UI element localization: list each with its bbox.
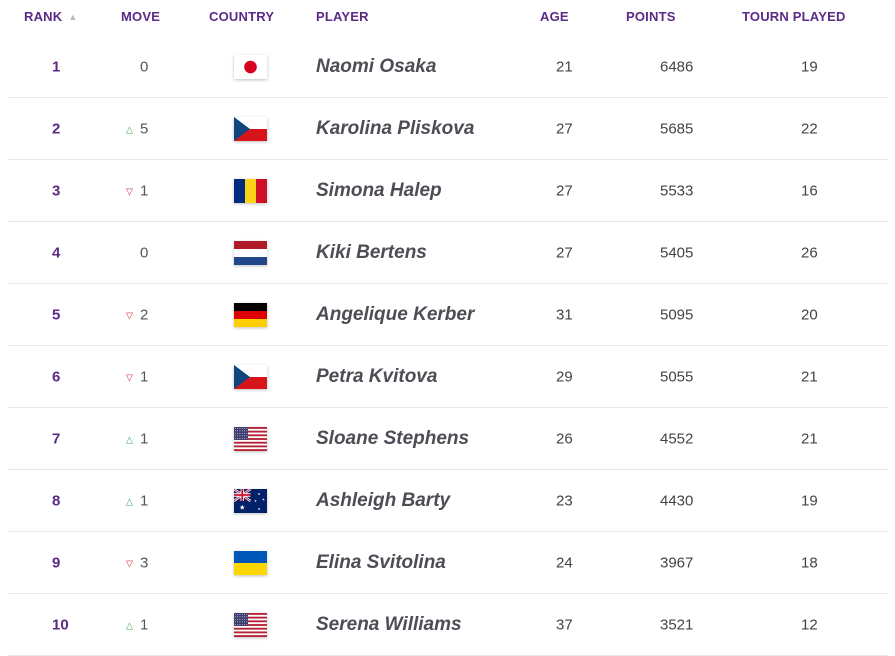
move-cell: ▽ 3 — [126, 554, 148, 571]
player-name[interactable]: Angelique Kerber — [316, 303, 475, 325]
germany-flag-icon — [234, 302, 267, 327]
player-name[interactable]: Naomi Osaka — [316, 55, 437, 77]
header-points[interactable]: POINTS — [626, 9, 676, 24]
table-row-7[interactable]: 7 △ 1 Sloane Stephens 26 4552 21 — [8, 408, 888, 470]
player-name[interactable]: Elina Svitolina — [316, 551, 446, 573]
move-value: 1 — [140, 616, 149, 633]
netherlands-flag-icon — [234, 240, 267, 265]
player-name[interactable]: Simona Halep — [316, 179, 442, 201]
czech-flag-icon — [234, 116, 267, 141]
move-down-icon: ▽ — [126, 558, 133, 568]
player-name[interactable]: Serena Williams — [316, 613, 462, 635]
move-cell: 0 — [126, 244, 148, 261]
move-value: 1 — [140, 368, 149, 385]
move-cell: △ 5 — [126, 120, 148, 137]
header-player[interactable]: PLAYER — [316, 9, 369, 24]
usa-flag-icon — [234, 426, 267, 451]
player-name[interactable]: Karolina Pliskova — [316, 117, 475, 139]
table-row-9[interactable]: 9 ▽ 3 Elina Svitolina 24 3967 18 — [8, 532, 888, 594]
move-value: 1 — [140, 492, 149, 509]
table-header: RANK ▲ MOVE COUNTRY PLAYER AGE POINTS TOU… — [8, 0, 888, 36]
header-country[interactable]: COUNTRY — [209, 9, 275, 24]
australia-flag-icon — [234, 488, 267, 513]
move-cell: ▽ 1 — [126, 182, 148, 199]
move-down-icon: ▽ — [126, 310, 133, 320]
player-name[interactable]: Petra Kvitova — [316, 365, 438, 387]
table-row-10[interactable]: 10 △ 1 Serena Williams 37 3521 12 — [8, 594, 888, 656]
player-name[interactable]: Kiki Bertens — [316, 241, 427, 263]
move-down-icon: ▽ — [126, 186, 133, 196]
sort-ascending-icon[interactable]: ▲ — [68, 12, 78, 22]
romania-flag-icon — [234, 178, 267, 203]
move-cell: ▽ 1 — [126, 368, 148, 385]
table-row-4[interactable]: 4 0 Kiki Bertens 27 5405 26 — [8, 222, 888, 284]
table-row-1[interactable]: 1 0 Naomi Osaka 21 6486 19 — [8, 36, 888, 98]
move-value: 3 — [140, 554, 149, 571]
table-row-5[interactable]: 5 ▽ 2 Angelique Kerber 31 5095 20 — [8, 284, 888, 346]
japan-flag-icon — [234, 54, 267, 79]
move-cell: △ 1 — [126, 430, 148, 447]
table-row-6[interactable]: 6 ▽ 1 Petra Kvitova 29 5055 21 — [8, 346, 888, 408]
move-value: 5 — [140, 120, 149, 137]
move-cell: ▽ 2 — [126, 306, 148, 323]
usa-flag-icon — [234, 612, 267, 637]
move-value: 1 — [140, 430, 149, 447]
ukraine-flag-icon — [234, 550, 267, 575]
move-value: 1 — [140, 182, 149, 199]
move-up-icon: △ — [126, 124, 133, 134]
table-row-3[interactable]: 3 ▽ 1 Simona Halep 27 5533 16 — [8, 160, 888, 222]
move-up-icon: △ — [126, 620, 133, 630]
move-up-icon: △ — [126, 434, 133, 444]
player-name[interactable]: Sloane Stephens — [316, 427, 470, 449]
table-row-8[interactable]: 8 △ 1 Ashleigh Barty 23 4430 19 — [8, 470, 888, 532]
move-cell: △ 1 — [126, 492, 148, 509]
move-value: 2 — [140, 306, 149, 323]
move-up-icon: △ — [126, 496, 133, 506]
table-row-2[interactable]: 2 △ 5 Karolina Pliskova 27 5685 22 — [8, 98, 888, 160]
header-age[interactable]: AGE — [540, 9, 569, 24]
header-rank[interactable]: RANK ▲ — [24, 9, 78, 24]
table-body: 1 0 Naomi Osaka 21 6486 19 2 △ 5 Karolina… — [8, 36, 888, 656]
move-down-icon: ▽ — [126, 372, 133, 382]
move-cell: 0 — [126, 58, 148, 75]
rankings-table: RANK ▲ MOVE COUNTRY PLAYER AGE POINTS TOU… — [8, 0, 888, 656]
player-name[interactable]: Ashleigh Barty — [316, 489, 451, 511]
header-move[interactable]: MOVE — [121, 9, 161, 24]
move-value: 0 — [140, 244, 149, 261]
move-value: 0 — [140, 58, 149, 75]
header-tourn-played[interactable]: TOURN PLAYED — [742, 9, 846, 24]
move-cell: △ 1 — [126, 616, 148, 633]
czech-flag-icon — [234, 364, 267, 389]
